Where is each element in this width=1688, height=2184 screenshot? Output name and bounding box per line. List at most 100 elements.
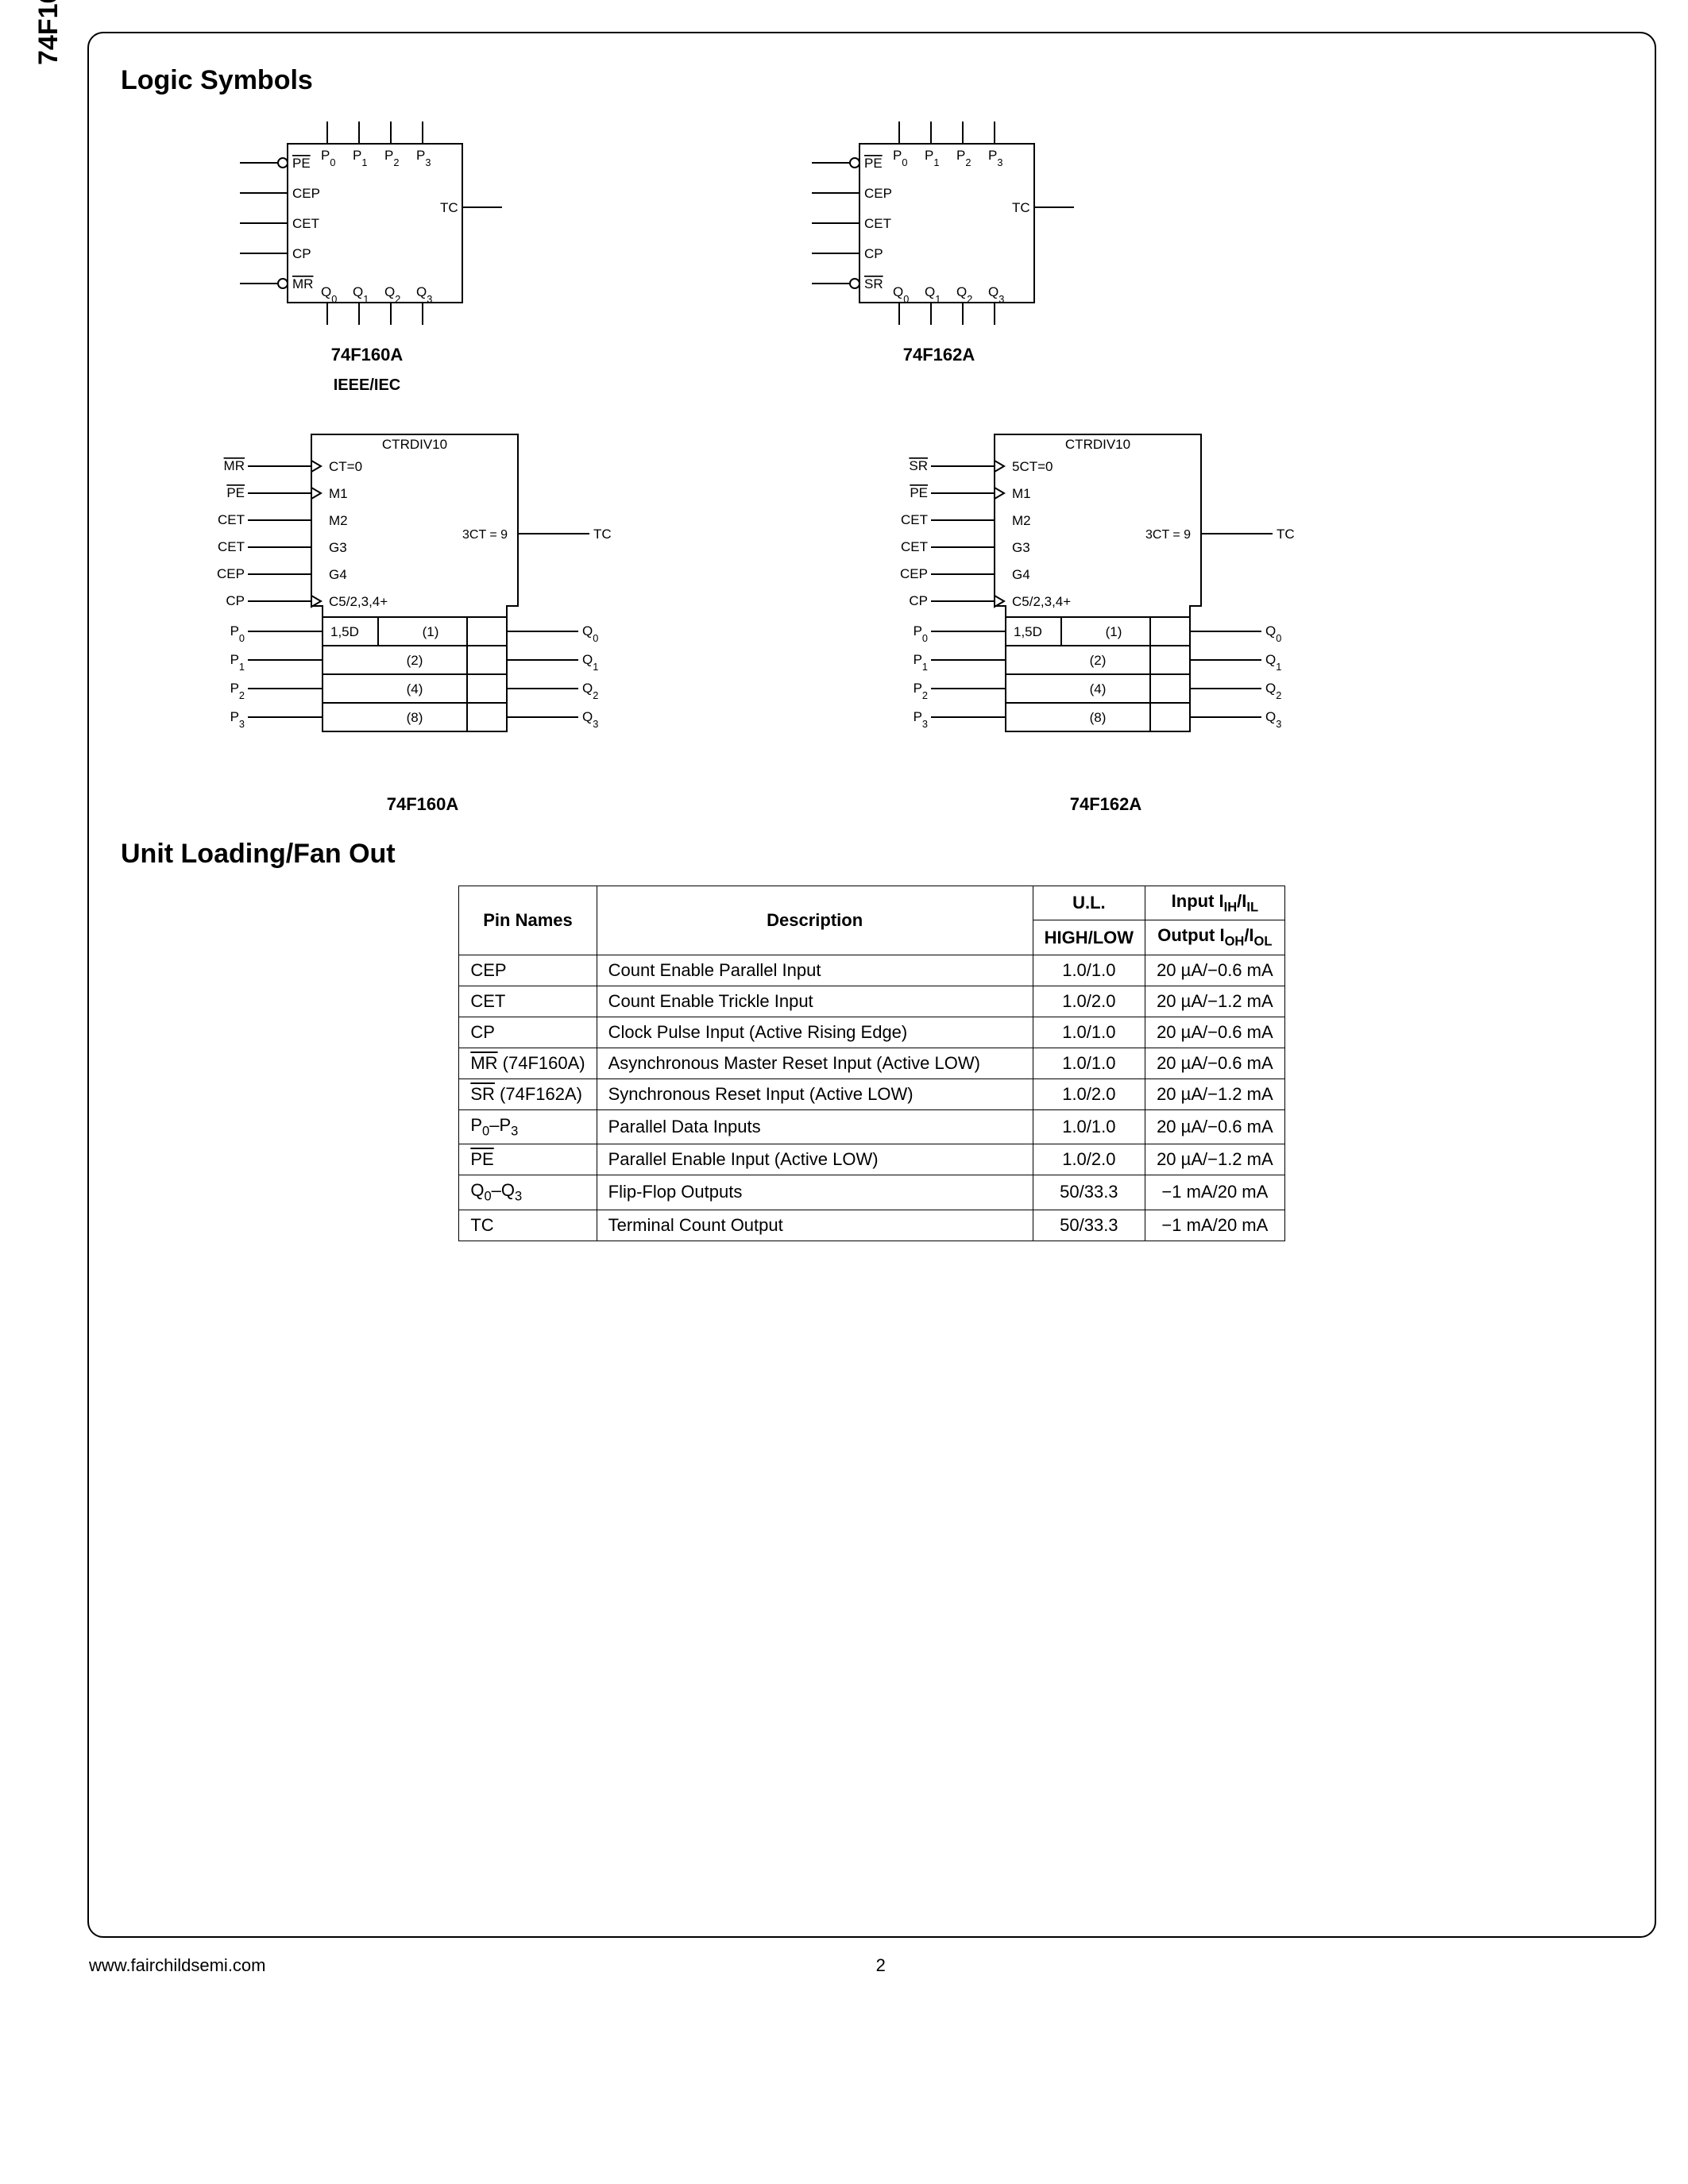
table-row: CPClock Pulse Input (Active Rising Edge)… [459, 1017, 1284, 1048]
ieee-74f160a-svg: CTRDIV10MRCT=0PEM1CETM2CETG3CEPG4CPC5/2,… [216, 419, 629, 784]
svg-text:3CT = 9: 3CT = 9 [462, 528, 508, 542]
svg-text:SR: SR [909, 458, 928, 473]
svg-text:P0: P0 [230, 623, 245, 644]
cell-pin: SR (74F162A) [459, 1078, 597, 1109]
cell-ul: 1.0/2.0 [1033, 986, 1145, 1017]
svg-text:G4: G4 [1012, 567, 1030, 582]
svg-text:(1): (1) [1106, 624, 1122, 639]
cell-io: 20 µA/−0.6 mA [1145, 955, 1285, 986]
svg-text:P3: P3 [416, 148, 431, 168]
svg-text:CET: CET [218, 539, 245, 554]
svg-text:Q2: Q2 [956, 284, 972, 305]
ieee-iec-label: IEEE/IEC [216, 376, 518, 395]
svg-text:Q0: Q0 [321, 284, 337, 305]
cell-ul: 50/33.3 [1033, 1210, 1145, 1241]
unit-loading-table-wrap: Pin NamesDescriptionU.L.Input IIH/IILHIG… [121, 886, 1623, 1241]
ieee-caption-74f160a: 74F160A [216, 794, 629, 815]
cell-pin: Q0–Q3 [459, 1175, 597, 1210]
ieee-74f162a-svg: CTRDIV10SR5CT=0PEM1CETM2CETG3CEPG4CPC5/2… [899, 419, 1312, 784]
svg-text:G3: G3 [1012, 540, 1030, 555]
svg-text:CTRDIV10: CTRDIV10 [382, 437, 447, 452]
svg-text:CP: CP [226, 593, 245, 608]
svg-text:P2: P2 [230, 681, 245, 701]
logic-symbols-row-1: P0P1P2P3Q0Q1Q2Q3PECEPCETCPMRTC 74F160A I… [216, 112, 1623, 395]
symbol-74f160a-svg: P0P1P2P3Q0Q1Q2Q3PECEPCETCPMRTC [216, 112, 518, 334]
svg-text:(2): (2) [407, 653, 423, 668]
svg-text:Q1: Q1 [1265, 652, 1281, 673]
svg-text:PE: PE [910, 485, 928, 500]
cell-ul: 1.0/1.0 [1033, 1048, 1145, 1078]
svg-text:G4: G4 [329, 567, 347, 582]
footer-page-number: 2 [876, 1955, 886, 1976]
cell-ul: 50/33.3 [1033, 1175, 1145, 1210]
cell-pin: PE [459, 1144, 597, 1175]
svg-text:CEP: CEP [292, 186, 320, 201]
page-frame: 74F160A • 74F162A Logic Symbols P0P1P2P3… [87, 32, 1656, 1938]
cell-ul: 1.0/1.0 [1033, 1017, 1145, 1048]
svg-text:Q2: Q2 [582, 681, 598, 701]
svg-text:1,5D: 1,5D [330, 624, 359, 639]
svg-text:3CT = 9: 3CT = 9 [1145, 528, 1191, 542]
cell-pin: P0–P3 [459, 1109, 597, 1144]
svg-text:Q1: Q1 [925, 284, 941, 305]
cell-desc: Terminal Count Output [597, 1210, 1033, 1241]
symbol-74f162a-svg: P0P1P2P3Q0Q1Q2Q3PECEPCETCPSRTC [788, 112, 1090, 334]
svg-text:P3: P3 [230, 709, 245, 730]
svg-text:P2: P2 [914, 681, 928, 701]
cell-desc: Parallel Data Inputs [597, 1109, 1033, 1144]
cell-io: 20 µA/−1.2 mA [1145, 1144, 1285, 1175]
svg-text:MR: MR [292, 276, 313, 291]
svg-text:C5/2,3,4+: C5/2,3,4+ [1012, 594, 1071, 609]
svg-text:PE: PE [292, 156, 311, 171]
table-row: Q0–Q3Flip-Flop Outputs50/33.3−1 mA/20 mA [459, 1175, 1284, 1210]
svg-text:Q3: Q3 [1265, 709, 1281, 730]
th-pin-names: Pin Names [459, 886, 597, 955]
side-part-label: 74F160A • 74F162A [33, 0, 64, 65]
svg-text:CTRDIV10: CTRDIV10 [1065, 437, 1130, 452]
svg-text:CEP: CEP [864, 186, 892, 201]
cell-desc: Clock Pulse Input (Active Rising Edge) [597, 1017, 1033, 1048]
svg-text:Q0: Q0 [582, 623, 598, 644]
symbol-74f160a-simple: P0P1P2P3Q0Q1Q2Q3PECEPCETCPMRTC 74F160A I… [216, 112, 518, 395]
svg-text:CP: CP [909, 593, 928, 608]
svg-text:Q3: Q3 [582, 709, 598, 730]
svg-text:Q3: Q3 [416, 284, 432, 305]
svg-text:TC: TC [1277, 527, 1295, 542]
svg-text:Q0: Q0 [893, 284, 909, 305]
svg-text:P0: P0 [914, 623, 928, 644]
caption-74f160a: 74F160A [216, 345, 518, 365]
cell-pin: TC [459, 1210, 597, 1241]
svg-text:TC: TC [1012, 200, 1030, 215]
table-row: TCTerminal Count Output50/33.3−1 mA/20 m… [459, 1210, 1284, 1241]
cell-ul: 1.0/2.0 [1033, 1078, 1145, 1109]
cell-ul: 1.0/2.0 [1033, 1144, 1145, 1175]
cell-io: 20 µA/−1.2 mA [1145, 986, 1285, 1017]
svg-text:CET: CET [292, 216, 319, 231]
svg-text:P0: P0 [321, 148, 335, 168]
svg-text:Q2: Q2 [384, 284, 400, 305]
ieee-caption-74f162a: 74F162A [899, 794, 1312, 815]
svg-text:TC: TC [440, 200, 458, 215]
unit-loading-table: Pin NamesDescriptionU.L.Input IIH/IILHIG… [458, 886, 1284, 1241]
th-description: Description [597, 886, 1033, 955]
svg-text:SR: SR [864, 276, 883, 291]
logic-symbols-row-2: CTRDIV10MRCT=0PEM1CETM2CETG3CEPG4CPC5/2,… [216, 419, 1623, 815]
svg-text:Q3: Q3 [988, 284, 1004, 305]
table-row: MR (74F160A)Asynchronous Master Reset In… [459, 1048, 1284, 1078]
svg-text:(8): (8) [407, 710, 423, 725]
svg-text:C5/2,3,4+: C5/2,3,4+ [329, 594, 388, 609]
svg-text:PE: PE [226, 485, 245, 500]
svg-text:G3: G3 [329, 540, 347, 555]
cell-io: 20 µA/−0.6 mA [1145, 1017, 1285, 1048]
svg-text:P3: P3 [914, 709, 928, 730]
svg-text:CP: CP [864, 246, 883, 261]
cell-desc: Asynchronous Master Reset Input (Active … [597, 1048, 1033, 1078]
footer-spacer [1496, 1955, 1655, 1976]
cell-pin: MR (74F160A) [459, 1048, 597, 1078]
svg-text:5CT=0: 5CT=0 [1012, 459, 1053, 474]
svg-text:M2: M2 [1012, 513, 1031, 528]
cell-io: −1 mA/20 mA [1145, 1210, 1285, 1241]
section-title-logic-symbols: Logic Symbols [121, 65, 1623, 96]
svg-text:(8): (8) [1090, 710, 1107, 725]
svg-text:P1: P1 [914, 652, 928, 673]
